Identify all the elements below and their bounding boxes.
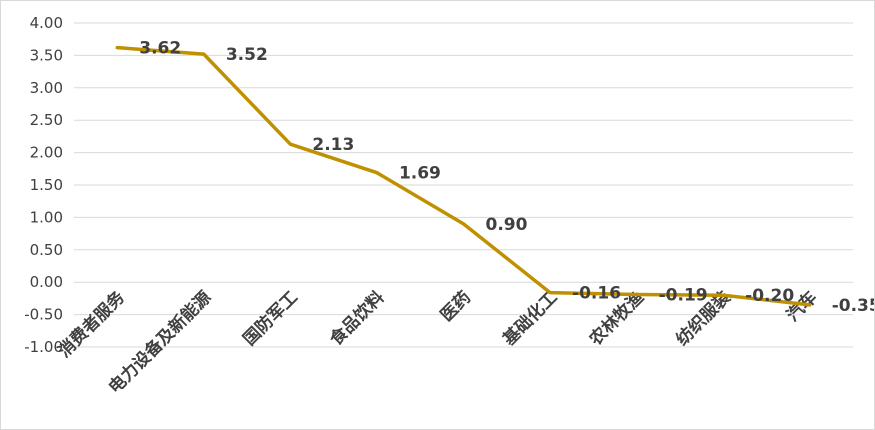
y-tick-label: 1.50 <box>30 176 63 194</box>
data-label: 0.90 <box>486 215 528 235</box>
y-tick-label: 0.50 <box>30 241 63 259</box>
y-tick-label: 4.00 <box>30 14 63 32</box>
data-label: -0.20 <box>745 286 794 306</box>
data-label: 3.62 <box>139 39 181 59</box>
data-label: -0.35 <box>832 296 874 316</box>
y-tick-label: -0.50 <box>24 306 63 324</box>
x-tick-label: 消费者服务 <box>54 286 130 362</box>
data-label: 1.69 <box>399 164 441 184</box>
y-axis: 4.00 3.50 3.00 2.50 2.00 1.50 1.00 0.50 0.00 -0.5… <box>24 14 63 356</box>
x-tick-label: 基础化工 <box>498 287 562 351</box>
y-tick-label: 2.50 <box>30 111 63 129</box>
data-label: 3.52 <box>226 45 268 65</box>
data-label: -0.16 <box>572 284 621 304</box>
x-tick-label: 医药 <box>436 287 475 326</box>
series-group <box>115 45 812 307</box>
y-tick-label: 3.00 <box>30 79 63 97</box>
data-labels: 3.62 3.52 2.13 1.69 0.90 -0.16 -0.19 -0.20 -0.35 <box>139 39 874 316</box>
data-label: 2.13 <box>312 135 354 155</box>
y-tick-label: 1.00 <box>30 208 63 226</box>
data-label: -0.19 <box>659 286 708 306</box>
x-tick-label: 食品饮料 <box>326 287 389 350</box>
y-tick-label: 0.00 <box>30 273 63 291</box>
series-line <box>115 45 812 307</box>
y-tick-label: -1.00 <box>24 338 63 356</box>
y-tick-label: 2.00 <box>30 144 63 162</box>
y-tick-label: 3.50 <box>30 46 63 64</box>
x-tick-label: 国防军工 <box>239 287 302 350</box>
